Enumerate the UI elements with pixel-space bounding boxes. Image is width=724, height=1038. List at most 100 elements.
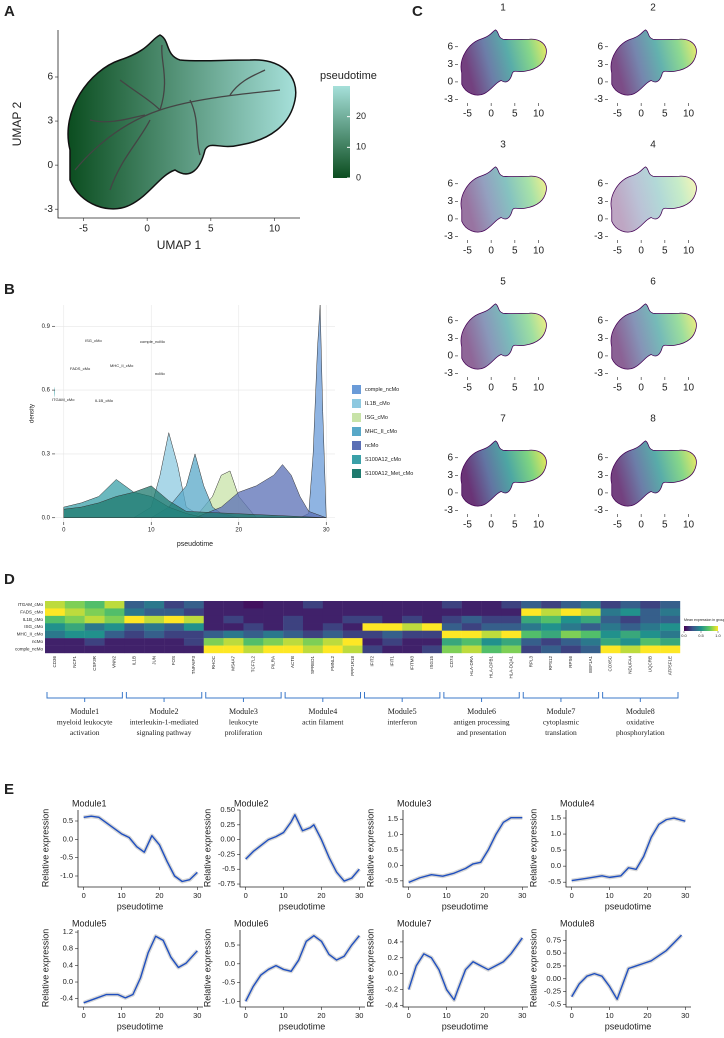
x-axis-label: pseudotime	[117, 1021, 164, 1031]
heat-cell	[541, 630, 562, 639]
axis-line	[239, 930, 365, 1008]
heat-cell	[223, 630, 244, 639]
heat-cell	[84, 645, 105, 654]
y-tick-label: -0.5	[222, 864, 235, 873]
inset-label: ITGAM_cMo	[52, 397, 75, 402]
x-tick-label: 0	[570, 891, 574, 900]
x-tick-label: 30	[681, 891, 689, 900]
y-tick-label: 0.0	[225, 959, 235, 968]
umap-shape	[610, 29, 697, 96]
y-tick-label: 0.5	[63, 816, 73, 825]
x-tick-label: 10	[442, 891, 450, 900]
x-tick-label: 30	[518, 891, 526, 900]
y-tick-label: 3	[597, 59, 603, 70]
heat-cell	[640, 638, 661, 646]
heat-cell	[660, 608, 681, 617]
heat-cell	[322, 601, 343, 609]
heat-cell	[501, 630, 522, 639]
heat-cell	[580, 608, 601, 617]
y-tick-label: 0.0	[551, 861, 561, 870]
y-tick-label: 0.9	[42, 324, 51, 330]
facet-title: 5	[500, 277, 506, 288]
legend-label: S100A12_Met_cMo	[365, 471, 413, 477]
x-tick-label: 5	[208, 224, 214, 235]
heat-cell	[461, 601, 482, 609]
y-tick-label: 0.0	[388, 969, 398, 978]
heat-cell	[322, 630, 343, 639]
facet-title: 6	[650, 277, 656, 288]
heat-cell	[362, 630, 383, 639]
x-tick-label: 5	[512, 109, 518, 120]
row-label: ITGAM_cMo	[18, 602, 44, 607]
panel-label: A	[4, 3, 15, 20]
x-tick-label: 20	[317, 891, 325, 900]
y-tick-label: 0.0	[42, 515, 51, 521]
module-bracket	[522, 692, 600, 702]
legend-label: comple_ncMo	[365, 387, 399, 393]
heat-cell	[620, 630, 641, 639]
x-tick-label: 10	[269, 224, 281, 235]
y-tick-label: 3	[47, 116, 53, 127]
x-tick-label: 10	[117, 1011, 125, 1020]
module-name: Module5	[388, 707, 417, 716]
y-tick-label: 3	[447, 196, 453, 207]
row-label: comple_ncMo	[15, 646, 44, 651]
heat-cell	[144, 630, 165, 639]
y-tick-label: 0.75	[546, 935, 561, 944]
density-area	[63, 485, 327, 518]
heat-cell	[441, 630, 462, 639]
facet-title: 8	[650, 414, 656, 425]
trend-line	[83, 815, 198, 883]
module-description: cytoplasmic	[543, 718, 580, 727]
y-axis-label: Relative expression	[40, 809, 50, 888]
heat-cell	[580, 638, 601, 646]
gene-label: CSF3R	[92, 655, 97, 671]
umap-shape	[460, 440, 547, 507]
heat-cell	[223, 615, 244, 624]
heat-cell	[481, 630, 502, 639]
heat-cell	[441, 608, 462, 617]
heat-cell	[64, 608, 85, 617]
heat-cell	[64, 601, 85, 609]
heat-cell	[422, 630, 443, 639]
heat-cell	[64, 615, 85, 624]
module-name: Module3	[229, 707, 258, 716]
heat-cell	[283, 623, 304, 631]
heat-cell	[45, 623, 66, 631]
heat-cell	[124, 615, 145, 624]
plot-title: Module7	[397, 918, 432, 928]
heat-cell	[560, 623, 581, 631]
heat-cell	[441, 638, 462, 646]
x-tick-label: -5	[463, 383, 472, 394]
heat-cell	[342, 623, 363, 631]
x-tick-label: 10	[533, 520, 545, 531]
colorbar-tick-label: 10	[356, 142, 366, 152]
y-axis-label: density	[30, 404, 36, 423]
y-tick-label: 0	[447, 488, 453, 499]
heat-cell	[342, 638, 363, 646]
legend-swatch	[352, 385, 361, 394]
heat-cell	[620, 615, 641, 624]
module-description: phosphorylation	[616, 728, 665, 737]
gene-label: TNFAIP3	[191, 656, 196, 675]
module-bracket	[364, 692, 441, 702]
x-tick-label: 20	[480, 891, 488, 900]
heat-cell	[302, 601, 324, 609]
heat-cell	[243, 645, 264, 654]
gene-label: CD36	[52, 656, 57, 668]
gene-label: FMNL2	[330, 656, 335, 671]
gene-label: RPS6	[568, 656, 573, 668]
x-tick-label: 10	[279, 891, 287, 900]
confidence-band	[407, 815, 523, 885]
x-tick-label: 30	[681, 1011, 689, 1020]
heat-cell	[283, 630, 304, 639]
heat-cell	[144, 638, 165, 646]
y-tick-label: 0.6	[42, 388, 51, 394]
heat-cell	[560, 630, 581, 639]
x-tick-label: -5	[79, 224, 88, 235]
heat-cell	[441, 645, 462, 654]
x-tick-label: 10	[683, 383, 695, 394]
panel-label: C	[412, 3, 423, 20]
heat-cell	[362, 601, 383, 609]
